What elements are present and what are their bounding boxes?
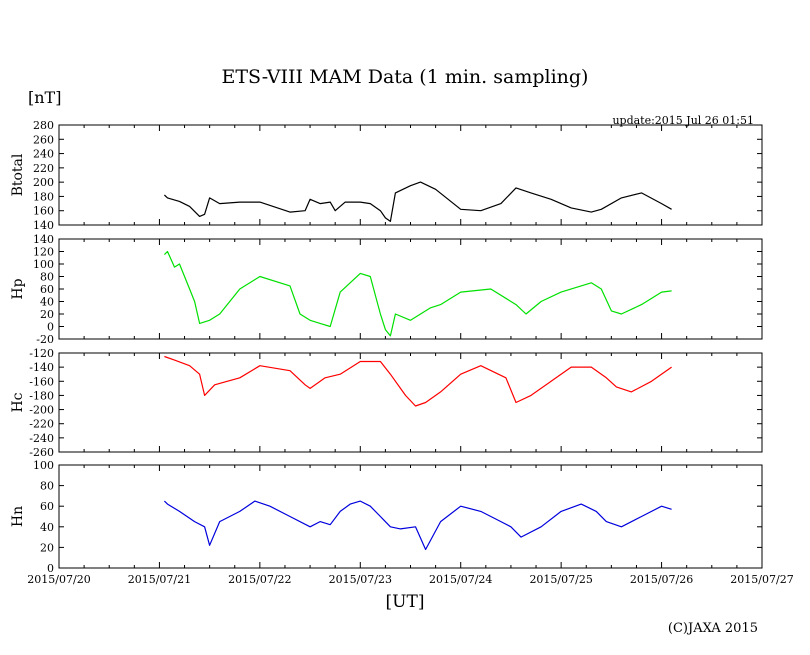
y-tick-label: -180 [29, 389, 54, 402]
series-line-hn [163, 500, 672, 551]
y-tick-label: 160 [33, 205, 54, 218]
y-tick-label: 40 [40, 521, 54, 534]
panel-label: Hp [10, 278, 26, 299]
y-tick-label: 60 [40, 283, 54, 296]
x-tick-label: 2015/07/21 [128, 573, 191, 586]
y-tick-label: -120 [29, 347, 54, 360]
y-tick-label: 140 [33, 233, 54, 246]
y-tick-label: 180 [33, 190, 54, 203]
x-tick-label: 2015/07/23 [329, 573, 392, 586]
copyright-note: (C)JAXA 2015 [667, 621, 758, 636]
panel-frame [58, 352, 763, 453]
y-tick-label: -260 [29, 446, 54, 459]
y-tick-label: 140 [33, 219, 54, 232]
x-tick-label: 2015/07/20 [27, 573, 90, 586]
x-tick-label: 2015/07/26 [630, 573, 693, 586]
x-tick-label: 2015/07/22 [228, 573, 291, 586]
x-tick-label: 2015/07/27 [730, 573, 793, 586]
y-tick-label: 60 [40, 500, 54, 513]
y-tick-label: 80 [40, 271, 54, 284]
y-unit-label: [nT] [28, 88, 62, 107]
y-tick-label: -220 [29, 418, 54, 431]
chart-title: ETS-VIII MAM Data (1 min. sampling) [221, 66, 589, 88]
series-line-hp [163, 250, 672, 337]
y-tick-label: 100 [33, 459, 54, 472]
y-tick-label: 260 [33, 133, 54, 146]
y-tick-label: 80 [40, 480, 54, 493]
series-line-hc [164, 355, 672, 407]
y-tick-label: 20 [40, 541, 54, 554]
panel-label: Btotal [10, 153, 26, 196]
y-tick-label: 200 [33, 176, 54, 189]
panel-frame [58, 124, 763, 226]
x-tick-label: 2015/07/25 [529, 573, 592, 586]
x-axis-label: [UT] [385, 592, 425, 612]
y-tick-label: -20 [36, 333, 54, 346]
panel-frame [58, 464, 763, 569]
y-tick-label: 100 [33, 258, 54, 271]
series-line-btotal [163, 181, 672, 222]
x-tick-label: 2015/07/24 [429, 573, 492, 586]
y-tick-label: -160 [29, 375, 54, 388]
y-tick-label: 220 [33, 162, 54, 175]
y-tick-label: 240 [33, 148, 54, 161]
y-tick-label: 20 [40, 308, 54, 321]
y-tick-label: 0 [47, 562, 54, 575]
y-tick-label: 120 [33, 246, 54, 259]
update-timestamp: update:2015 Jul 26 01:51 [612, 114, 754, 127]
panel-label: Hn [10, 506, 26, 527]
y-tick-label: 40 [40, 296, 54, 309]
y-tick-label: -200 [29, 404, 54, 417]
panel-label: Hc [10, 392, 26, 412]
y-tick-label: -240 [29, 432, 54, 445]
y-tick-label: -140 [29, 361, 54, 374]
y-tick-label: 280 [33, 119, 54, 132]
y-tick-label: 0 [47, 321, 54, 334]
